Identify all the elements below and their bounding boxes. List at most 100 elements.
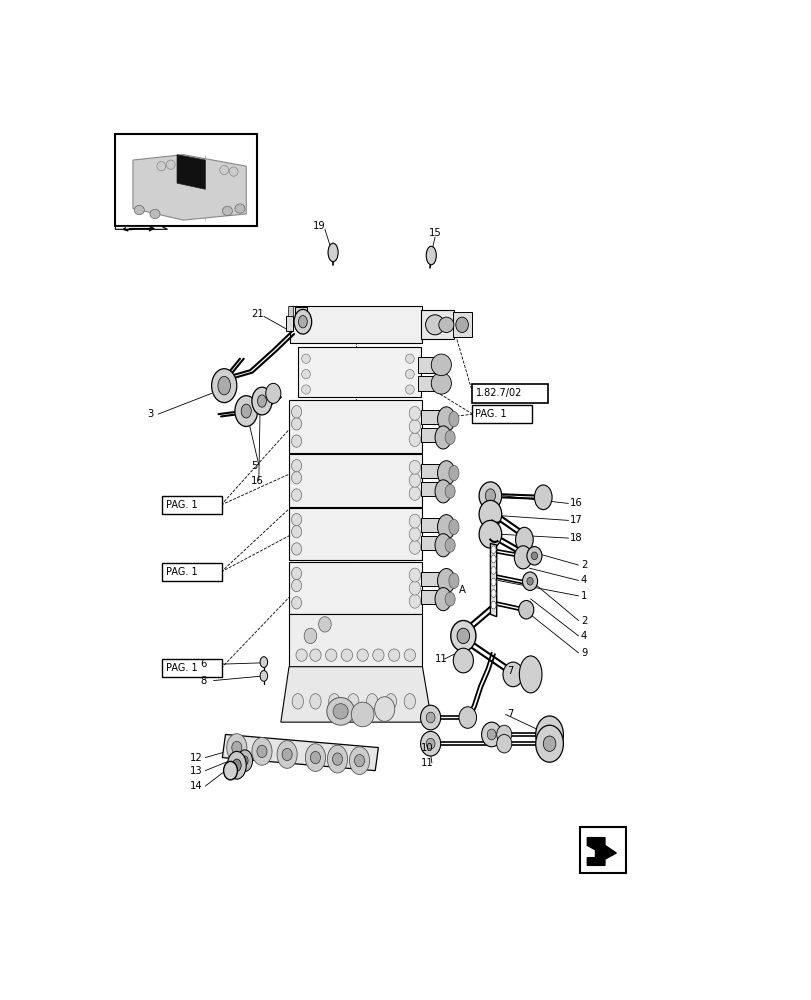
Ellipse shape (347, 694, 358, 709)
Bar (290, 306, 422, 343)
Ellipse shape (518, 600, 533, 619)
Bar (421, 536, 443, 550)
Ellipse shape (444, 431, 455, 444)
Text: 4: 4 (581, 631, 586, 641)
Ellipse shape (543, 736, 556, 751)
Text: 7: 7 (507, 666, 513, 676)
Ellipse shape (318, 617, 331, 632)
Ellipse shape (234, 204, 245, 213)
Ellipse shape (291, 418, 301, 430)
Ellipse shape (305, 744, 325, 771)
Text: 12: 12 (190, 753, 202, 763)
Ellipse shape (448, 519, 458, 535)
Ellipse shape (277, 741, 297, 768)
Ellipse shape (458, 707, 476, 728)
Ellipse shape (435, 426, 451, 449)
Text: 7: 7 (507, 709, 513, 719)
Ellipse shape (513, 546, 531, 569)
Bar (579, 827, 625, 873)
Text: 6: 6 (200, 659, 207, 669)
Bar (421, 572, 446, 586)
Ellipse shape (298, 316, 307, 328)
Ellipse shape (478, 482, 501, 510)
Polygon shape (133, 155, 246, 220)
Text: 3: 3 (147, 409, 152, 419)
Bar (421, 518, 446, 532)
Ellipse shape (409, 433, 420, 446)
Ellipse shape (325, 649, 337, 661)
Bar (289, 562, 422, 614)
Polygon shape (490, 544, 496, 617)
Ellipse shape (491, 555, 496, 563)
Ellipse shape (409, 581, 420, 595)
Bar (289, 508, 422, 560)
Ellipse shape (425, 315, 444, 335)
Ellipse shape (226, 734, 247, 761)
FancyBboxPatch shape (161, 659, 222, 677)
Ellipse shape (332, 753, 342, 765)
Ellipse shape (405, 385, 414, 394)
Ellipse shape (491, 578, 496, 586)
Ellipse shape (496, 734, 511, 753)
Ellipse shape (426, 738, 435, 749)
Text: 1: 1 (581, 591, 586, 601)
Ellipse shape (291, 406, 301, 418)
Ellipse shape (341, 649, 352, 661)
Text: 9: 9 (581, 648, 586, 658)
Ellipse shape (426, 712, 435, 723)
Text: PAG. 1: PAG. 1 (474, 409, 506, 419)
Ellipse shape (291, 435, 301, 447)
Ellipse shape (437, 515, 455, 539)
Ellipse shape (291, 579, 301, 592)
Text: 4: 4 (581, 575, 586, 585)
Text: 11: 11 (421, 758, 433, 768)
Ellipse shape (265, 383, 281, 403)
Ellipse shape (157, 162, 165, 171)
Ellipse shape (478, 520, 501, 548)
Ellipse shape (409, 540, 420, 554)
Ellipse shape (485, 489, 495, 503)
Bar (421, 464, 446, 478)
Ellipse shape (491, 546, 496, 554)
Ellipse shape (487, 729, 496, 740)
Bar (421, 590, 443, 604)
Ellipse shape (310, 649, 320, 661)
Ellipse shape (385, 694, 396, 709)
Ellipse shape (448, 465, 458, 481)
Polygon shape (177, 155, 205, 189)
Text: 21: 21 (251, 309, 264, 319)
Bar (452, 312, 471, 337)
Ellipse shape (301, 354, 310, 363)
Ellipse shape (242, 756, 248, 765)
Text: 19: 19 (312, 221, 325, 231)
Text: PAG. 1: PAG. 1 (166, 567, 198, 577)
Ellipse shape (229, 167, 238, 176)
Bar (298, 347, 420, 397)
Ellipse shape (444, 538, 455, 552)
Ellipse shape (212, 369, 237, 403)
Ellipse shape (543, 727, 556, 742)
Ellipse shape (222, 206, 232, 215)
Polygon shape (222, 734, 378, 771)
Ellipse shape (281, 748, 292, 761)
Bar (289, 454, 422, 507)
Ellipse shape (291, 525, 301, 538)
Text: 17: 17 (569, 515, 582, 525)
Ellipse shape (435, 588, 451, 611)
Ellipse shape (535, 716, 563, 753)
Text: 11: 11 (435, 654, 447, 664)
Ellipse shape (366, 694, 377, 709)
Ellipse shape (251, 387, 272, 415)
Ellipse shape (257, 395, 266, 407)
Ellipse shape (519, 656, 542, 693)
Ellipse shape (409, 420, 420, 433)
Ellipse shape (496, 725, 511, 744)
Ellipse shape (251, 738, 272, 765)
Ellipse shape (409, 527, 420, 541)
Text: A: A (458, 585, 466, 595)
Ellipse shape (409, 487, 420, 500)
Ellipse shape (351, 702, 374, 727)
Ellipse shape (291, 489, 301, 501)
Ellipse shape (237, 750, 252, 771)
Ellipse shape (304, 628, 316, 644)
